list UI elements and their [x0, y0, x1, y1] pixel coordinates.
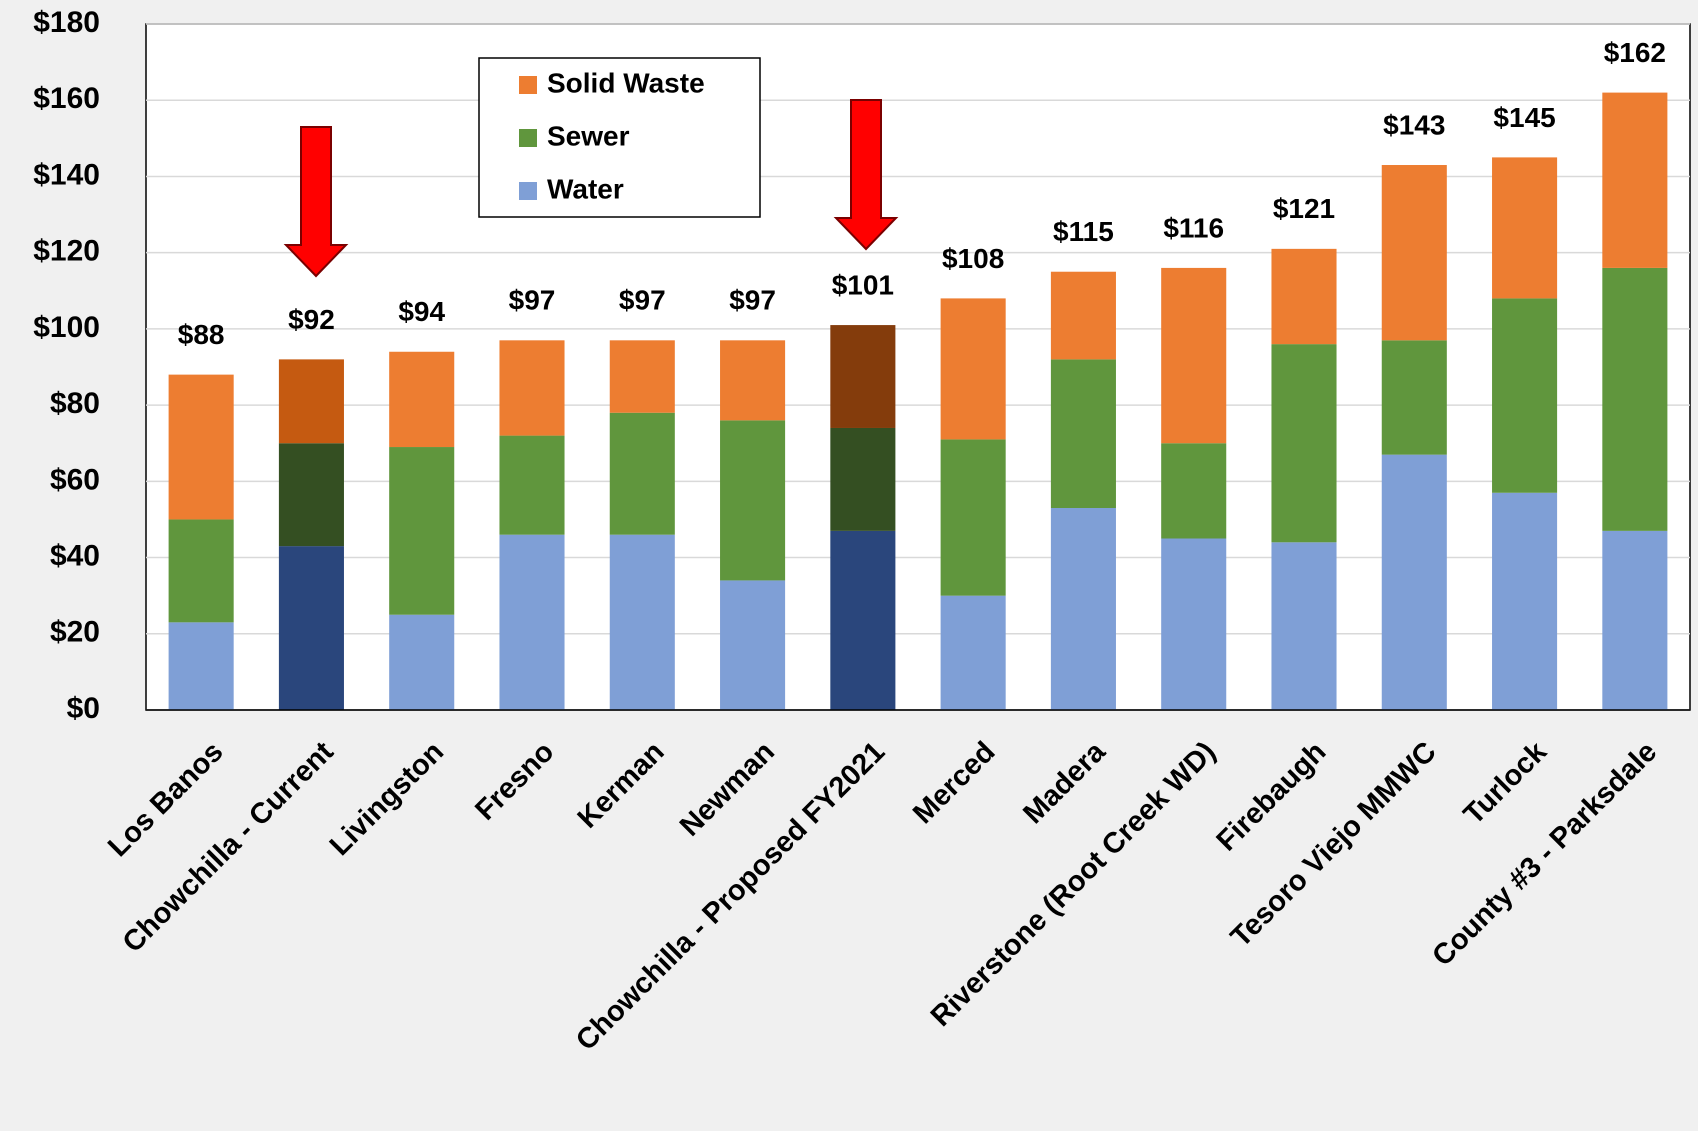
x-tick-label: Turlock [1458, 735, 1554, 831]
legend-swatch [519, 76, 537, 94]
bar-segment [1161, 267, 1227, 444]
x-tick-label: Firebaugh [1211, 736, 1333, 858]
legend-label: Sewer [547, 120, 630, 151]
bar-segment [720, 580, 786, 710]
y-tick-label: $140 [33, 158, 100, 191]
total-label: $88 [178, 319, 225, 350]
bar-segment [940, 595, 1006, 710]
arrow [283, 126, 349, 278]
bar-segment [940, 298, 1006, 440]
total-label: $121 [1273, 193, 1335, 224]
x-tick-label: Chowchilla - Current [117, 735, 340, 958]
total-label: $97 [509, 285, 556, 316]
bar-segment [1271, 542, 1337, 710]
bar-segment [1050, 359, 1116, 509]
x-tick-label: Livingston [324, 736, 450, 862]
bar-segment [168, 519, 234, 623]
bar-segment [389, 614, 455, 710]
total-label: $97 [619, 285, 666, 316]
bar-segment [1381, 340, 1447, 455]
y-tick-label: $20 [50, 616, 100, 649]
arrow [833, 99, 899, 251]
bar-segment [940, 439, 1006, 596]
bar-segment [830, 427, 896, 531]
bar-segment [278, 546, 344, 710]
bar-segment [1271, 344, 1337, 543]
y-tick-label: $80 [50, 387, 100, 420]
bar-segment [1602, 267, 1668, 531]
bar-segment [609, 340, 675, 413]
y-tick-label: $180 [33, 6, 100, 39]
x-tick-label: County #3 - Parksdale [1426, 736, 1663, 973]
bar-segment [1602, 530, 1668, 710]
bar-segment [278, 359, 344, 444]
total-label: $101 [832, 269, 894, 300]
legend-swatch [519, 182, 537, 200]
x-tick-label: Newman [674, 736, 781, 843]
bar-segment [1050, 271, 1116, 360]
y-tick-label: $160 [33, 82, 100, 115]
y-tick-label: $60 [50, 463, 100, 496]
x-tick-label: Kerman [572, 736, 671, 835]
bar-segment [389, 351, 455, 448]
bar-segment [1381, 454, 1447, 710]
total-label: $97 [729, 285, 776, 316]
total-label: $94 [398, 296, 445, 327]
y-tick-label: $100 [33, 311, 100, 344]
bar-segment [278, 443, 344, 547]
bar-segment [1492, 298, 1558, 493]
bar-segment [168, 374, 234, 520]
total-label: $162 [1604, 37, 1666, 68]
y-tick-label: $120 [33, 235, 100, 268]
total-label: $108 [942, 243, 1004, 274]
marks [146, 23, 1690, 711]
y-tick-label: $0 [67, 692, 100, 725]
bar-segment [389, 447, 455, 615]
x-tick-label: Merced [907, 736, 1001, 830]
bar-segment [1602, 92, 1668, 268]
legend-swatch [519, 129, 537, 147]
bar-segment [168, 622, 234, 710]
bar-segment [499, 340, 565, 436]
y-tick-label: $40 [50, 539, 100, 572]
bar-segment [1381, 165, 1447, 341]
bar-segment [1161, 538, 1227, 710]
x-tick-label: Madera [1017, 735, 1112, 830]
bar-segment [609, 412, 675, 535]
total-label: $115 [1053, 216, 1114, 247]
bar-segment [1492, 157, 1558, 299]
legend-label: Water [547, 173, 624, 204]
bar-segment [1492, 492, 1558, 710]
total-label: $143 [1383, 109, 1445, 140]
bar-segment [830, 530, 896, 710]
x-tick-label: Fresno [469, 736, 560, 827]
total-label: $116 [1163, 212, 1224, 243]
bar-segment [720, 420, 786, 581]
total-label: $92 [288, 304, 335, 335]
bar-segment [720, 340, 786, 421]
bar-segment [1271, 248, 1337, 345]
legend-label: Solid Waste [547, 67, 705, 98]
total-label: $145 [1493, 102, 1555, 133]
x-tick-label: Tesoro Viejo MMWC [1225, 736, 1443, 954]
plot-area [145, 23, 1691, 711]
bar-segment [1050, 508, 1116, 710]
bar-segment [499, 435, 565, 535]
bar-segment [830, 325, 896, 428]
bar-segment [1161, 443, 1227, 539]
bar-segment [499, 534, 565, 710]
bar-segment [609, 534, 675, 710]
